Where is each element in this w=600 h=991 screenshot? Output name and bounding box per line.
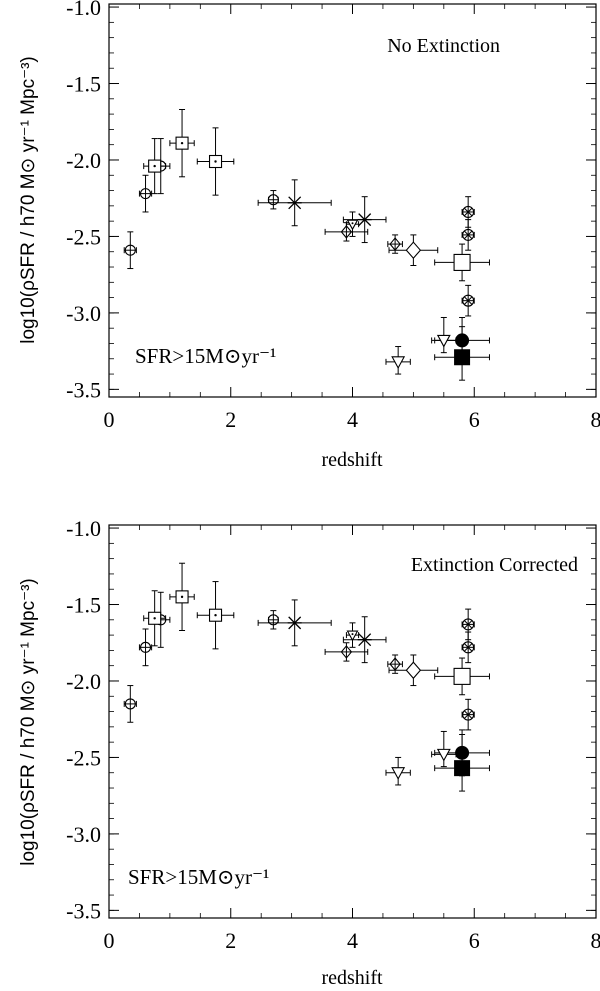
data-points	[123, 109, 490, 381]
y-tick-label: -3.5	[66, 898, 101, 923]
data-point	[434, 326, 490, 381]
data-point	[123, 231, 137, 270]
y-tick-label: -1.0	[66, 0, 101, 20]
x-tick-label: 8	[591, 928, 600, 953]
panel-title: Extinction Corrected	[411, 554, 578, 576]
marker-dot	[153, 617, 156, 620]
x-tick-label: 0	[104, 407, 115, 432]
data-point	[196, 581, 235, 650]
data-point	[257, 179, 332, 227]
data-point	[196, 127, 235, 196]
data-point	[267, 190, 279, 210]
data-point	[342, 196, 387, 244]
marker-triangle	[346, 219, 359, 231]
y-tick-label: -3.0	[66, 822, 101, 847]
y-tick-label: -3.0	[66, 301, 101, 326]
sfr-annotation: SFR>15M⊙yr⁻¹	[135, 344, 276, 368]
y-tick-label: -2.5	[66, 745, 101, 770]
marker-square	[453, 253, 471, 271]
data-point	[461, 631, 475, 664]
marker-dot	[214, 160, 217, 163]
marker-square-filled	[454, 349, 471, 366]
data-point	[138, 628, 153, 667]
marker-diamond	[405, 661, 422, 680]
panel-extinction-corrected: -1.0 -1.5 -2.0 -2.5 -3.0 -3.5 0 2 4 6 8 Extinctio…	[18, 516, 600, 989]
marker-square	[453, 667, 471, 685]
marker-dot	[153, 164, 156, 168]
data-point	[461, 698, 475, 731]
x-tick-label: 2	[225, 407, 236, 432]
x-tick-label: 0	[104, 928, 115, 953]
data-point	[324, 642, 369, 662]
marker-triangle	[436, 748, 451, 762]
data-point	[387, 234, 403, 254]
y-axis-label: log10(ρSFR / h70 M⊙ yr⁻¹ Mpc⁻³)	[18, 578, 39, 866]
data-point	[342, 616, 387, 664]
y-ticks: -1.0 -1.5 -2.0 -2.5 -3.0 -3.5	[66, 0, 596, 402]
marker-dot	[180, 141, 184, 145]
x-ticks: 0 2 4 6 8	[104, 525, 600, 953]
x-tick-label: 6	[469, 407, 480, 432]
data-point	[345, 622, 360, 648]
data-point	[143, 590, 167, 647]
marker-square-filled	[454, 760, 471, 777]
sfr-annotation: SFR>15M⊙yr⁻¹	[128, 865, 269, 889]
x-axis-label: redshift	[321, 967, 383, 989]
data-point	[461, 219, 475, 251]
marker-diamond	[405, 241, 422, 260]
data-point	[138, 174, 153, 213]
marker-triangle	[346, 630, 359, 642]
y-tick-label: -2.0	[66, 669, 101, 694]
data-point	[267, 610, 279, 630]
data-point	[385, 346, 411, 375]
data-point	[461, 284, 475, 317]
data-points	[123, 562, 490, 792]
y-axis-label: log10(ρSFR / h70 M⊙ yr⁻¹ Mpc⁻³)	[18, 56, 39, 344]
data-point	[345, 211, 360, 237]
marker-dot	[351, 633, 354, 636]
x-ticks: 0 2 4 6 8	[104, 4, 600, 432]
marker-triangle	[391, 356, 406, 369]
data-point	[123, 685, 137, 723]
data-point	[388, 654, 439, 687]
panel-title: No Extinction	[387, 35, 500, 57]
x-tick-label: 4	[347, 407, 358, 432]
panel-no-extinction: -1.0 -1.5 -2.0 -2.5 -3.0 -3.5 0 2 4 6 8 No Extinc…	[18, 0, 600, 471]
data-point	[169, 562, 195, 632]
data-point	[385, 756, 411, 786]
y-tick-label: -1.5	[66, 72, 101, 97]
data-point	[434, 243, 490, 282]
x-tick-label: 6	[469, 928, 480, 953]
data-point	[461, 608, 475, 641]
marker-dot	[214, 614, 217, 617]
y-tick-label: -1.0	[66, 516, 101, 541]
data-point	[434, 733, 490, 792]
x-axis-label: redshift	[321, 449, 383, 471]
y-ticks: -1.0 -1.5 -2.0 -2.5 -3.0 -3.5	[66, 516, 596, 923]
y-tick-label: -2.5	[66, 224, 101, 249]
marker-triangle	[391, 767, 406, 780]
x-tick-label: 4	[347, 928, 358, 953]
data-point	[257, 599, 332, 647]
x-tick-label: 2	[225, 928, 236, 953]
data-point	[143, 138, 167, 195]
marker-triangle	[436, 334, 451, 348]
y-tick-label: -3.5	[66, 377, 101, 402]
marker-dot	[180, 595, 184, 599]
y-tick-label: -2.0	[66, 148, 101, 173]
data-point	[434, 657, 490, 696]
data-point	[169, 109, 195, 178]
plot-frame	[108, 3, 597, 398]
data-point	[388, 234, 439, 266]
data-point	[431, 316, 457, 354]
x-tick-label: 8	[591, 407, 600, 432]
marker-dot	[351, 222, 354, 225]
data-point	[431, 730, 457, 768]
y-tick-label: -1.5	[66, 593, 101, 618]
